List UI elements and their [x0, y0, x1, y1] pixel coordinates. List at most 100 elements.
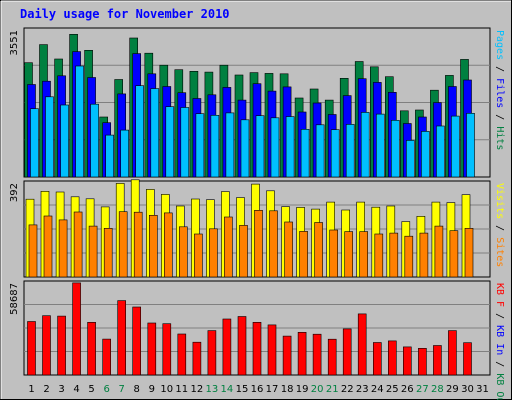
x-tick-label: 12	[191, 384, 204, 395]
bar-sites-day-27	[419, 232, 429, 278]
panel-visits-legend: Visits / Sites	[494, 183, 505, 267]
x-tick-label: 19	[296, 384, 309, 395]
x-tick-label: 5	[88, 384, 94, 395]
bar-sites-day-22	[344, 231, 354, 278]
bar-kb-f-day-9	[147, 322, 157, 376]
x-axis: 1 2 3 4 5 6 7 8 9 10 11 12 13 14 15 16 17 18 19 20 21 22 23 24 2…	[28, 384, 489, 395]
bar-sites-day-14	[224, 216, 233, 278]
panel-kbytes-legend: KB F / KB In / KB Out	[494, 283, 505, 400]
x-tick-label: 6	[104, 384, 110, 395]
bar-sites-day-28	[434, 225, 444, 278]
legend-part: Hits	[494, 126, 505, 150]
legend-part: Visits	[494, 183, 505, 219]
legend-part: KB Out	[494, 373, 505, 400]
bar-pages-day-5	[90, 103, 99, 178]
bar-kb-f-day-17	[267, 324, 277, 376]
bar-pages-day-14	[225, 112, 235, 178]
bar-sites-day-24	[374, 233, 384, 278]
bar-pages-day-10	[165, 106, 175, 178]
x-tick-label: 21	[326, 384, 339, 395]
x-tick-label: 10	[160, 384, 173, 395]
panel-hits-legend: Pages / Files / Hits	[494, 30, 505, 150]
x-tick-label: 13	[206, 384, 219, 395]
legend-part: Pages	[494, 30, 505, 60]
bar-kb-f-day-20	[312, 333, 322, 376]
bar-kb-f-day-28	[433, 345, 442, 376]
bar-sites-day-20	[314, 222, 323, 278]
bar-kb-f-day-11	[177, 333, 187, 376]
bar-sites-day-2	[43, 215, 53, 278]
bar-kb-f-day-1	[27, 321, 36, 376]
bar-sites-day-30	[464, 228, 474, 278]
bar-kb-f-day-10	[162, 323, 172, 376]
bar-pages-day-3	[60, 104, 69, 178]
x-tick-label: 3	[58, 384, 64, 395]
x-tick-label: 7	[119, 384, 125, 395]
panel-hits: 3551 Pages / Files / Hits	[9, 27, 505, 178]
bar-pages-day-21	[330, 129, 340, 178]
bar-kb-f-day-2	[42, 315, 51, 376]
bar-kb-f-day-13	[207, 330, 217, 376]
chart-title: Daily usage for November 2010	[20, 7, 230, 21]
bar-sites-day-4	[73, 211, 83, 278]
legend-part: /	[494, 307, 505, 325]
bar-kb-f-day-21	[327, 338, 337, 376]
bar-pages-day-17	[270, 117, 280, 178]
x-tick-label: 2	[43, 384, 49, 395]
bar-pages-day-2	[45, 96, 54, 178]
bar-kb-f-day-19	[297, 331, 307, 376]
bar-pages-day-18	[285, 116, 295, 178]
bar-sites-day-23	[359, 231, 369, 278]
bar-sites-day-12	[194, 233, 203, 278]
bar-pages-day-16	[255, 115, 265, 178]
legend-part: KB F	[494, 283, 505, 307]
bar-kb-f-day-27	[418, 347, 427, 376]
bar-sites-day-29	[449, 230, 459, 278]
x-tick-label: 4	[73, 384, 79, 395]
bar-pages-day-15	[240, 119, 250, 178]
x-tick-label: 27	[416, 384, 429, 395]
bar-kb-f-day-29	[448, 330, 457, 376]
panel-kbytes: 58687 KB F / KB In / KB Out	[9, 280, 505, 400]
bar-sites-day-1	[28, 224, 38, 278]
bar-sites-day-7	[118, 211, 128, 278]
panel-visits-ymax-label: 392	[9, 183, 20, 202]
bar-sites-day-8	[133, 211, 143, 278]
bar-kb-f-day-14	[222, 318, 232, 376]
legend-part: /	[494, 60, 505, 78]
bar-kb-f-day-3	[57, 315, 66, 376]
bar-sites-day-25	[389, 232, 399, 278]
bar-kb-f-day-30	[463, 342, 472, 376]
bar-sites-day-13	[209, 228, 218, 278]
bar-kb-f-day-26	[402, 346, 412, 376]
x-tick-label: 23	[356, 384, 369, 395]
bar-pages-day-6	[105, 134, 114, 178]
bar-pages-day-9	[150, 88, 160, 178]
bar-sites-day-6	[103, 228, 113, 278]
x-tick-label: 14	[221, 384, 234, 395]
bar-sites-day-21	[329, 229, 339, 278]
x-tick-label: 20	[311, 384, 324, 395]
x-tick-label: 17	[266, 384, 279, 395]
chart-panels: 3551 Pages / Files / Hits 392 Visits / Site…	[9, 27, 505, 400]
bar-sites-day-3	[58, 219, 68, 278]
legend-part: Sites	[494, 237, 505, 267]
bar-pages-day-13	[210, 115, 220, 178]
bar-pages-day-26	[405, 140, 415, 178]
bar-pages-day-4	[75, 65, 84, 178]
bar-pages-day-11	[180, 107, 190, 178]
bar-kb-f-day-5	[87, 321, 96, 376]
legend-part: /	[494, 108, 505, 126]
bar-pages-day-25	[390, 120, 400, 178]
bar-kb-f-day-24	[372, 342, 382, 376]
bar-pages-day-23	[360, 112, 370, 178]
bar-sites-day-26	[404, 235, 414, 278]
bar-pages-day-30	[466, 113, 475, 178]
bar-kb-f-day-4	[72, 282, 81, 376]
panel-kbytes-ymax-label: 58687	[9, 283, 20, 315]
x-tick-label: 16	[251, 384, 264, 395]
bar-pages-day-29	[451, 115, 460, 178]
bar-sites-day-15	[239, 225, 248, 278]
